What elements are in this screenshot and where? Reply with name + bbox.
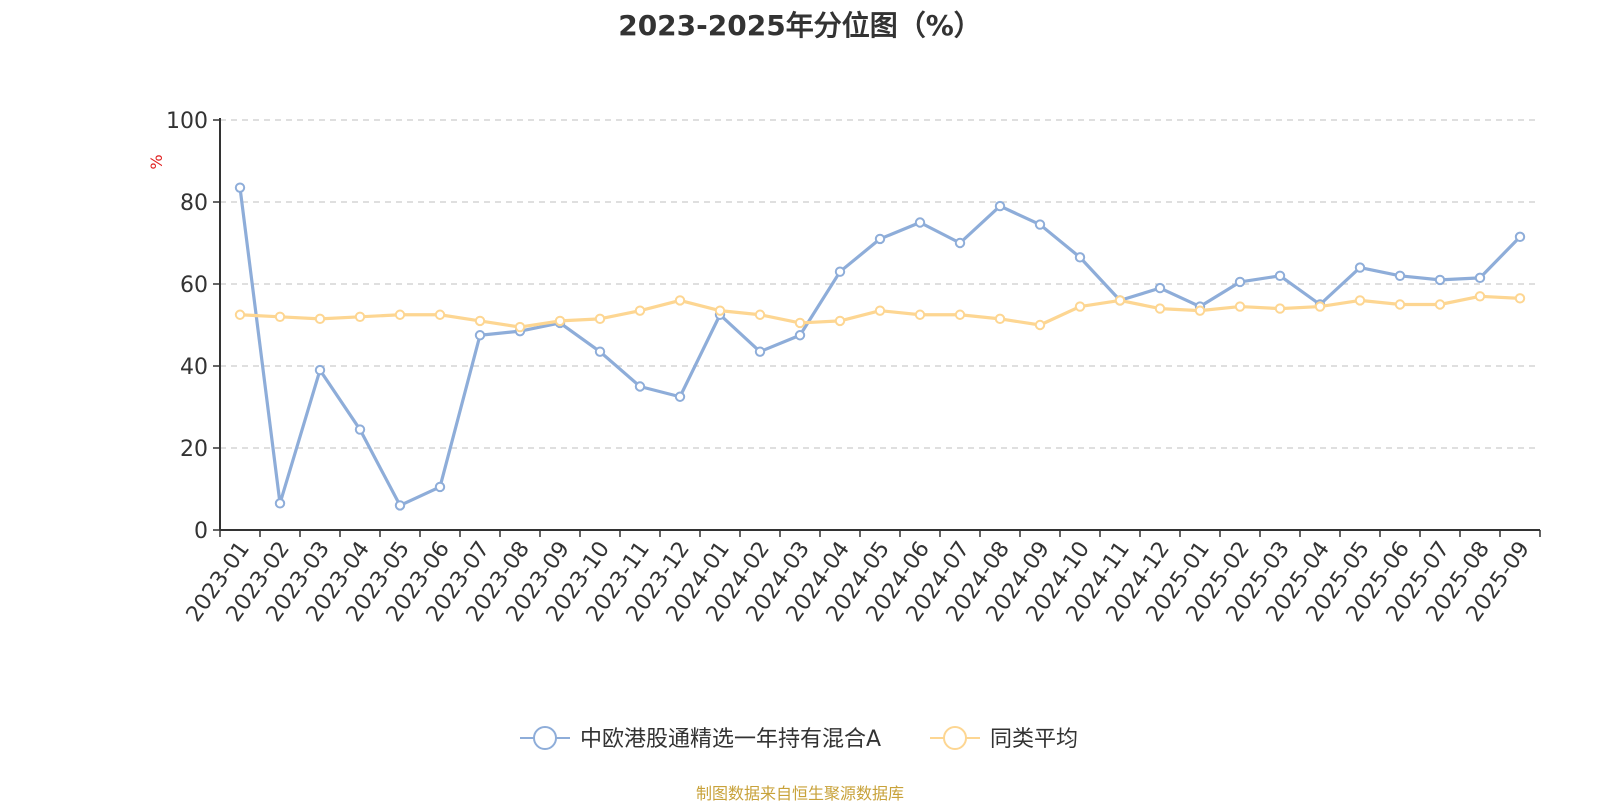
y-tick-label: 60 xyxy=(180,273,208,298)
legend-marker xyxy=(943,726,967,750)
data-point[interactable] xyxy=(874,233,886,245)
data-point[interactable] xyxy=(514,321,526,333)
data-point[interactable] xyxy=(1034,319,1046,331)
data-point[interactable] xyxy=(914,309,926,320)
chart-title: 2023-2025年分位图（%） xyxy=(618,9,982,42)
data-point[interactable] xyxy=(1154,303,1166,314)
series-1 xyxy=(234,182,1526,511)
data-point[interactable] xyxy=(234,309,246,320)
data-point[interactable] xyxy=(434,481,446,493)
data-point[interactable] xyxy=(754,309,766,320)
data-point[interactable] xyxy=(914,217,926,228)
data-point[interactable] xyxy=(1274,270,1286,281)
data-point[interactable] xyxy=(314,364,326,376)
data-point[interactable] xyxy=(434,309,446,320)
axes: 020406080100%2023-012023-022023-032023-0… xyxy=(147,109,1541,627)
data-point[interactable] xyxy=(354,311,366,322)
legend-marker xyxy=(533,726,557,750)
data-point[interactable] xyxy=(1434,274,1446,286)
y-tick-label: 20 xyxy=(180,437,208,462)
data-point[interactable] xyxy=(314,313,326,325)
data-point[interactable] xyxy=(874,305,886,316)
data-point[interactable] xyxy=(594,313,606,325)
data-point[interactable] xyxy=(474,330,486,341)
data-point[interactable] xyxy=(1154,282,1166,294)
data-point[interactable] xyxy=(1394,270,1406,281)
data-point[interactable] xyxy=(1114,295,1126,306)
data-point[interactable] xyxy=(1194,305,1206,316)
data-point[interactable] xyxy=(794,317,806,329)
data-point[interactable] xyxy=(474,315,486,327)
data-point[interactable] xyxy=(1514,293,1526,304)
data-point[interactable] xyxy=(554,315,566,327)
data-point[interactable] xyxy=(674,295,686,306)
data-point[interactable] xyxy=(1434,299,1446,310)
data-point[interactable] xyxy=(1514,231,1526,243)
data-point[interactable] xyxy=(394,309,406,320)
series-lines xyxy=(234,182,1526,511)
data-point[interactable] xyxy=(234,182,246,193)
data-point[interactable] xyxy=(674,391,686,402)
data-point[interactable] xyxy=(1074,301,1086,312)
data-point[interactable] xyxy=(1474,272,1486,284)
data-point[interactable] xyxy=(754,346,766,357)
data-point[interactable] xyxy=(1314,301,1326,312)
data-point[interactable] xyxy=(834,266,846,277)
source-note: 制图数据来自恒生聚源数据库 xyxy=(695,784,904,803)
data-point[interactable] xyxy=(954,309,966,320)
data-point[interactable] xyxy=(794,330,806,341)
data-point[interactable] xyxy=(994,200,1006,212)
data-point[interactable] xyxy=(594,346,606,357)
data-point[interactable] xyxy=(1034,219,1046,230)
y-axis-label: % xyxy=(147,154,166,169)
series-2 xyxy=(234,291,1526,333)
legend-item-2[interactable]: 同类平均 xyxy=(930,726,1078,752)
data-point[interactable] xyxy=(834,315,846,327)
y-tick-label: 0 xyxy=(194,519,208,544)
data-point[interactable] xyxy=(1074,252,1086,263)
data-point[interactable] xyxy=(994,313,1006,325)
data-point[interactable] xyxy=(634,381,646,392)
legend-label: 中欧港股通精选一年持有混合A xyxy=(580,727,881,752)
legend-item-1[interactable]: 中欧港股通精选一年持有混合A xyxy=(520,726,881,752)
data-point[interactable] xyxy=(274,498,286,509)
legend: 中欧港股通精选一年持有混合A 同类平均 xyxy=(520,726,1078,752)
data-point[interactable] xyxy=(394,500,406,511)
data-point[interactable] xyxy=(1394,299,1406,310)
data-point[interactable] xyxy=(634,305,646,316)
data-point[interactable] xyxy=(274,311,286,322)
data-point[interactable] xyxy=(1234,301,1246,312)
data-point[interactable] xyxy=(714,305,726,316)
data-point[interactable] xyxy=(354,424,366,435)
y-tick-label: 100 xyxy=(166,109,208,134)
data-point[interactable] xyxy=(954,237,966,249)
legend-label: 同类平均 xyxy=(990,727,1078,752)
data-point[interactable] xyxy=(1234,276,1246,288)
data-point[interactable] xyxy=(1274,303,1286,314)
data-point[interactable] xyxy=(1354,262,1366,273)
grid-lines xyxy=(220,119,1540,449)
y-tick-label: 40 xyxy=(180,355,208,380)
data-point[interactable] xyxy=(1474,291,1486,302)
y-tick-label: 80 xyxy=(180,191,208,216)
data-point[interactable] xyxy=(1354,295,1366,306)
